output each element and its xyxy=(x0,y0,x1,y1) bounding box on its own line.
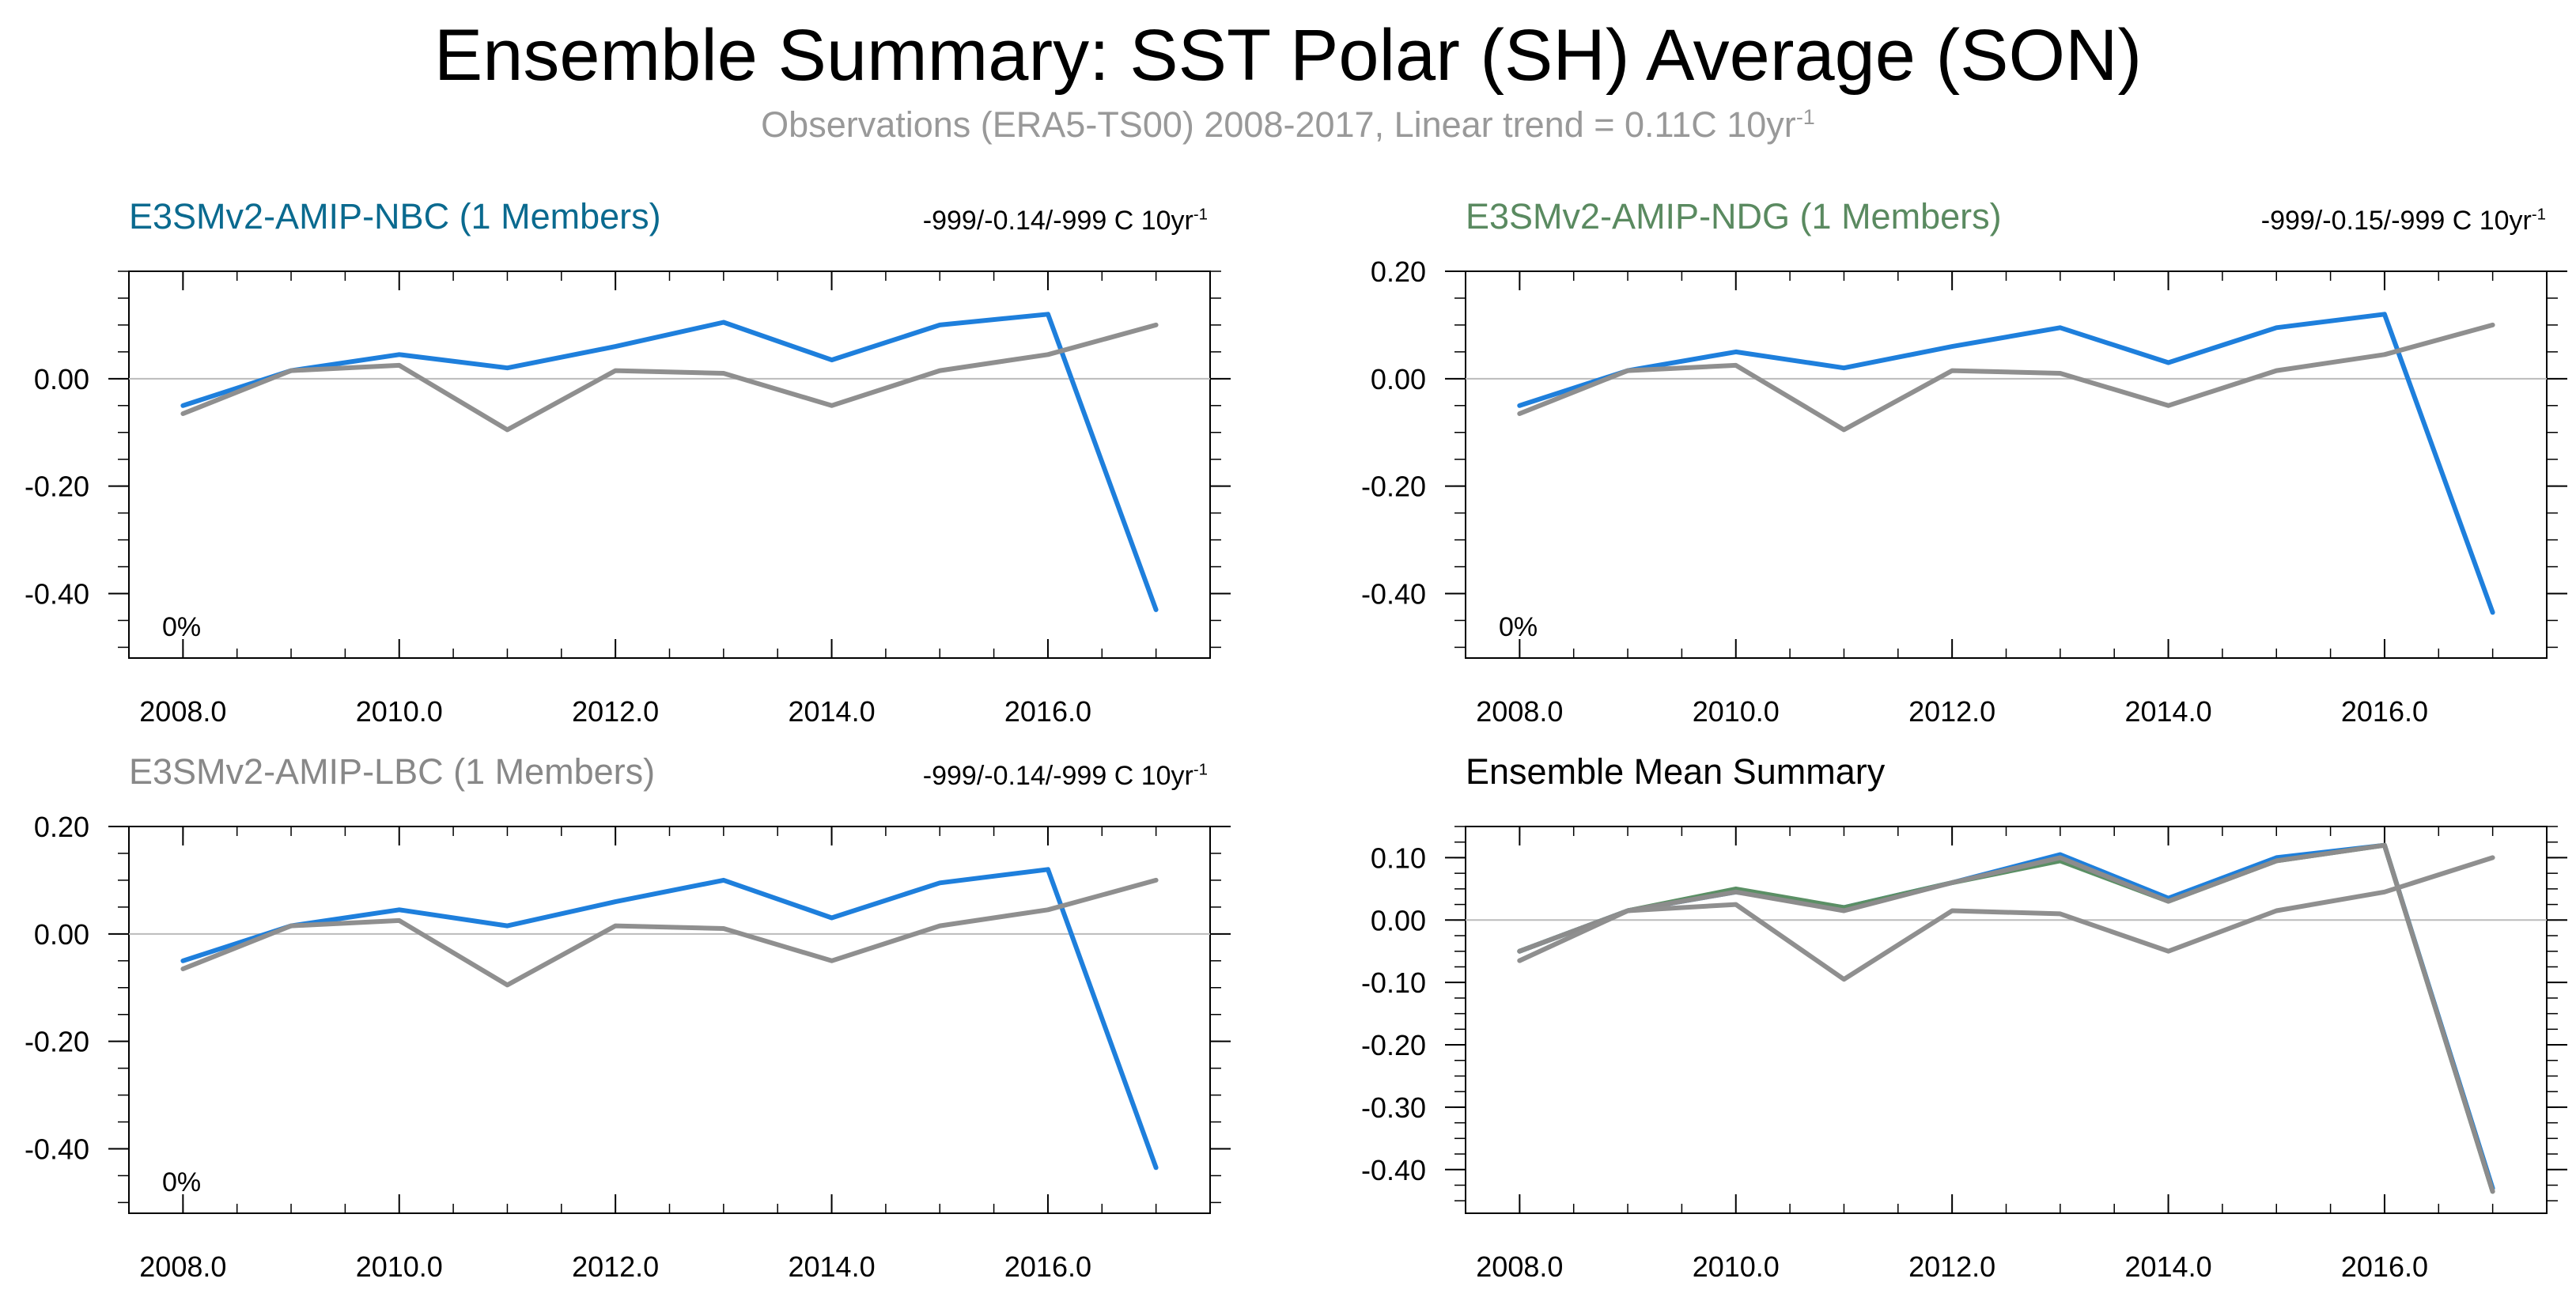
panel-stat-lbc: -999/-0.14/-999 C 10yr-1 xyxy=(923,761,1208,792)
panel-title-ndg: E3SMv2-AMIP-NDG (1 Members) xyxy=(1466,196,2002,236)
x-tick-label: 2016.0 xyxy=(1004,1250,1091,1283)
y-tick-label: 0.10 xyxy=(1371,842,1426,874)
percent-label: 0% xyxy=(162,612,201,642)
y-tick-label: 0.00 xyxy=(34,918,89,951)
x-tick-label: 2016.0 xyxy=(2341,695,2428,728)
x-tick-label: 2016.0 xyxy=(2341,1250,2428,1283)
series-line xyxy=(180,312,1159,612)
series-line xyxy=(1517,842,2495,1194)
plot-frame xyxy=(128,270,1211,659)
series-line xyxy=(1517,312,2495,615)
x-tick-label: 2010.0 xyxy=(1693,695,1780,728)
panel-stat-ndg: -999/-0.15/-999 C 10yr-1 xyxy=(2261,206,2546,236)
x-tick-label: 2012.0 xyxy=(572,1250,659,1283)
x-tick-label: 2014.0 xyxy=(2124,1250,2211,1283)
x-tick-label: 2012.0 xyxy=(572,695,659,728)
y-tick-label: 0.00 xyxy=(34,363,89,395)
y-tick-label: -0.40 xyxy=(1361,1154,1426,1186)
panel-title-mean: Ensemble Mean Summary xyxy=(1466,751,1886,792)
y-tick-label: -0.40 xyxy=(25,578,89,611)
series-line xyxy=(180,322,1159,433)
x-tick-label: 2008.0 xyxy=(139,695,226,728)
plot-frame xyxy=(1465,826,2548,1214)
x-tick-label: 2014.0 xyxy=(788,695,875,728)
stat-text-nbc: -999/-0.14/-999 C 10yr xyxy=(922,206,1193,236)
x-tick-label: 2014.0 xyxy=(2124,695,2211,728)
y-tick-label: -0.20 xyxy=(1361,471,1426,503)
y-tick-label: -0.20 xyxy=(25,1026,89,1058)
x-tick-label: 2012.0 xyxy=(1908,1250,1995,1283)
stat-exp-lbc: -1 xyxy=(1193,761,1208,779)
y-tick-label: -0.10 xyxy=(1361,966,1426,999)
stat-text-ndg: -999/-0.15/-999 C 10yr xyxy=(2260,206,2532,236)
y-tick-label: -0.40 xyxy=(25,1133,89,1166)
x-tick-label: 2008.0 xyxy=(1476,695,1563,728)
percent-label: 0% xyxy=(1499,612,1538,642)
x-tick-label: 2008.0 xyxy=(139,1250,226,1283)
panel-title-lbc: E3SMv2-AMIP-LBC (1 Members) xyxy=(129,751,656,792)
subtitle-exponent: -1 xyxy=(1795,105,1815,129)
stat-text-lbc: -999/-0.14/-999 C 10yr xyxy=(922,761,1193,791)
plot-frame xyxy=(1465,270,2548,659)
y-tick-label: 0.20 xyxy=(34,811,89,843)
stat-exp-nbc: -1 xyxy=(1193,206,1208,224)
y-tick-label: 0.00 xyxy=(1371,904,1426,936)
stat-exp-ndg: -1 xyxy=(2531,206,2546,224)
y-tick-label: -0.30 xyxy=(1361,1091,1426,1124)
subtitle-text: Observations (ERA5-TS00) 2008-2017, Line… xyxy=(761,104,1796,145)
percent-label: 0% xyxy=(162,1167,201,1197)
y-tick-label: -0.20 xyxy=(25,471,89,503)
series-line xyxy=(1517,322,2495,433)
plot-frame xyxy=(128,826,1211,1214)
x-tick-label: 2012.0 xyxy=(1908,695,1995,728)
x-tick-label: 2010.0 xyxy=(1693,1250,1780,1283)
figure-subtitle: Observations (ERA5-TS00) 2008-2017, Line… xyxy=(0,104,2576,146)
x-tick-label: 2010.0 xyxy=(356,695,443,728)
figure-title: Ensemble Summary: SST Polar (SH) Average… xyxy=(433,15,2143,96)
series-line xyxy=(180,867,1159,1171)
series-line xyxy=(180,877,1159,988)
panel-title-nbc: E3SMv2-AMIP-NBC (1 Members) xyxy=(129,196,661,236)
x-tick-label: 2010.0 xyxy=(356,1250,443,1283)
y-tick-label: 0.00 xyxy=(1371,363,1426,395)
x-tick-label: 2016.0 xyxy=(1004,695,1091,728)
series-line xyxy=(1517,855,2495,982)
y-tick-label: 0.20 xyxy=(1371,255,1426,288)
x-tick-label: 2008.0 xyxy=(1476,1250,1563,1283)
y-tick-label: -0.20 xyxy=(1361,1029,1426,1061)
panel-stat-nbc: -999/-0.14/-999 C 10yr-1 xyxy=(923,206,1208,236)
x-tick-label: 2014.0 xyxy=(788,1250,875,1283)
y-tick-label: -0.40 xyxy=(1361,578,1426,611)
